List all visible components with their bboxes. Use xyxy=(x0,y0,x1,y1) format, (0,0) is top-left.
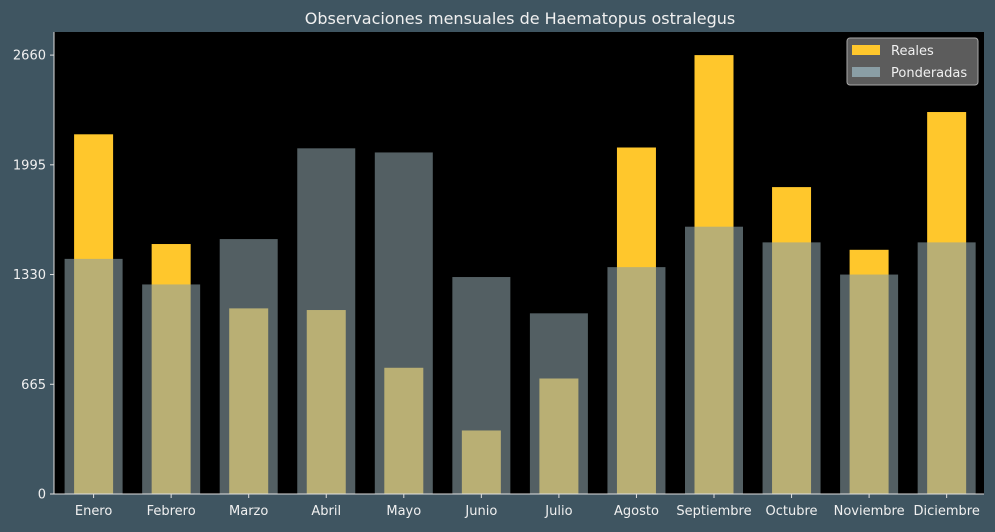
axis-layer: 0 665 1330 1995 2660 Enero Febrero Marzo Abril Ma… xyxy=(13,32,984,519)
legend-label-reales: Reales xyxy=(891,44,934,59)
x-tick-label: Abril xyxy=(311,504,341,519)
bar-ponderadas-agosto xyxy=(607,267,666,494)
x-tick-label: Febrero xyxy=(147,504,196,519)
bar-ponderadas-febrero xyxy=(142,284,201,494)
bar-ponderadas-julio xyxy=(529,313,588,494)
x-tick-label: Agosto xyxy=(614,504,659,519)
bar-ponderadas-abril xyxy=(297,148,356,494)
y-tick-label: 1330 xyxy=(13,268,46,283)
x-tick-label: Septiembre xyxy=(676,504,751,519)
bar-ponderadas-diciembre xyxy=(917,242,976,494)
x-tick-label: Julio xyxy=(544,504,572,519)
legend-swatch-ponderadas xyxy=(852,67,880,77)
bars-layer xyxy=(64,55,976,495)
y-tick-label: 1995 xyxy=(13,158,46,173)
bar-ponderadas-octubre xyxy=(762,242,821,494)
y-tick-label: 0 xyxy=(38,488,46,503)
chart-title: Observaciones mensuales de Haematopus os… xyxy=(305,9,735,28)
bar-ponderadas-junio xyxy=(452,277,511,494)
legend-label-ponderadas: Ponderadas xyxy=(891,66,967,81)
legend-swatch-reales xyxy=(852,45,880,55)
x-tick-label: Enero xyxy=(75,504,113,519)
bar-ponderadas-marzo xyxy=(219,239,278,494)
y-tick-label: 665 xyxy=(21,378,46,393)
x-tick-label: Diciembre xyxy=(913,504,979,519)
bar-ponderadas-noviembre xyxy=(840,274,899,494)
x-tick-label: Octubre xyxy=(766,504,818,519)
x-tick-label: Junio xyxy=(464,504,497,519)
bar-ponderadas-septiembre xyxy=(685,226,743,494)
y-tick-label: 2660 xyxy=(13,49,46,64)
x-tick-label: Marzo xyxy=(229,504,268,519)
plot-area xyxy=(54,32,984,494)
bar-ponderadas-enero xyxy=(64,258,123,494)
x-tick-label: Noviembre xyxy=(834,504,905,519)
legend: Reales Ponderadas xyxy=(846,37,979,86)
bar-ponderadas-mayo xyxy=(374,152,433,494)
x-tick-label: Mayo xyxy=(386,504,421,519)
